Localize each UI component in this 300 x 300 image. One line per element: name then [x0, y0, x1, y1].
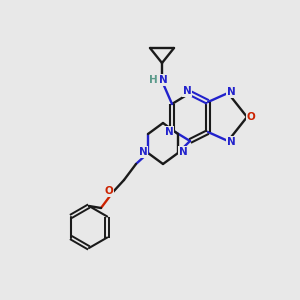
Text: N: N: [159, 75, 167, 85]
Text: N: N: [165, 127, 173, 137]
Text: H: H: [148, 75, 158, 85]
Text: N: N: [183, 86, 191, 96]
Text: N: N: [226, 137, 236, 147]
Text: N: N: [139, 147, 147, 157]
Text: O: O: [247, 112, 255, 122]
Text: O: O: [105, 186, 113, 196]
Text: N: N: [226, 87, 236, 97]
Text: N: N: [178, 147, 188, 157]
